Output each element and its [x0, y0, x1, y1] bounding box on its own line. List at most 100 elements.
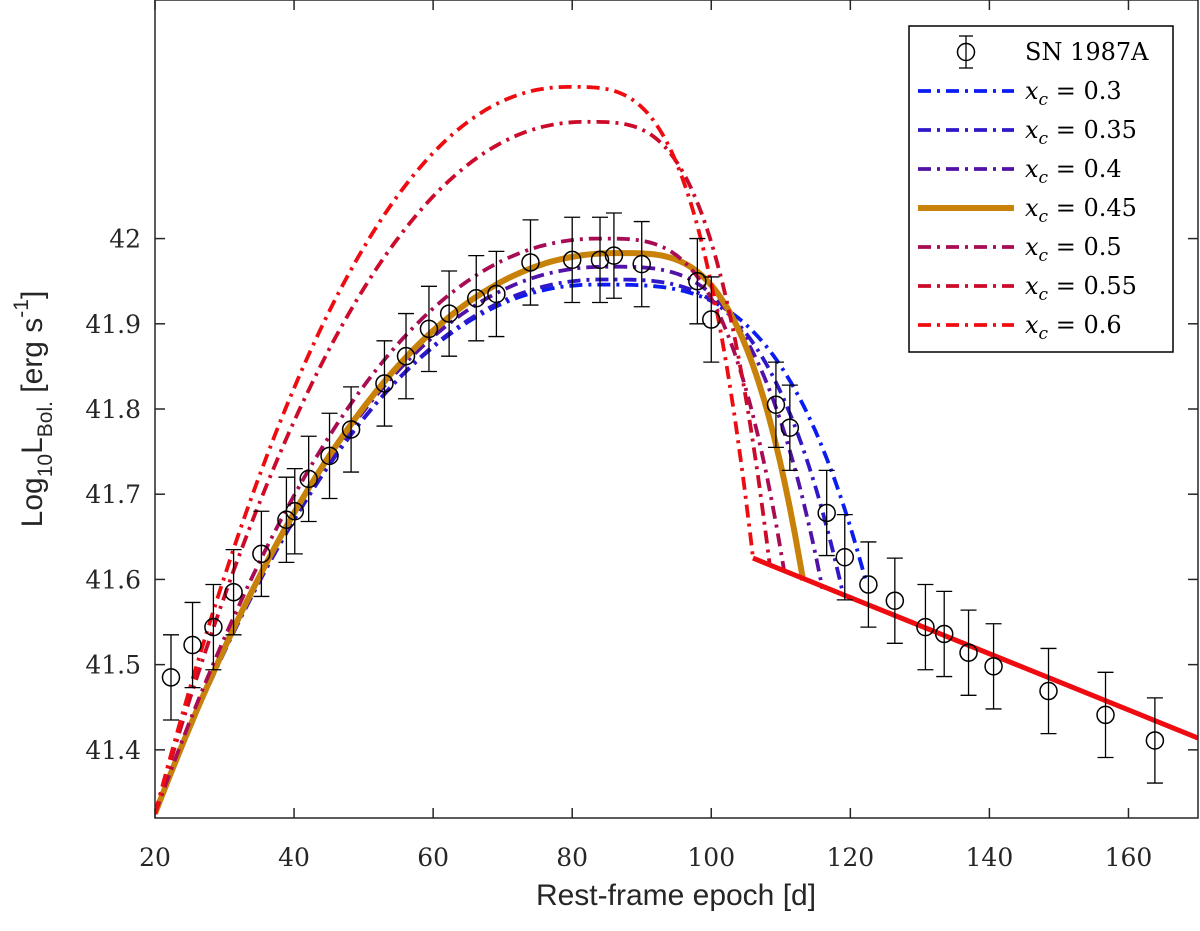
data-marker [604, 246, 624, 265]
x-tick-label: 140 [966, 843, 1014, 872]
observation-point [885, 557, 905, 644]
model-curve-7 [155, 85, 755, 815]
legend-entry-2: xc = 0.35 [918, 116, 1137, 149]
observation-point [375, 340, 394, 427]
legend-entry-1: xc = 0.3 [918, 77, 1122, 110]
legend-entry-6: xc = 0.55 [918, 272, 1137, 305]
y-tick-label: 41.6 [85, 565, 141, 594]
legend-label-data: SN 1987A [1025, 38, 1149, 66]
data-marker [590, 250, 610, 270]
observation-point [1096, 671, 1115, 759]
y-axis-title: Log10LBol. [erg s-1] [10, 291, 57, 528]
data-marker [487, 284, 506, 304]
x-tick-label: 20 [139, 843, 171, 872]
data-marker [1096, 705, 1115, 725]
legend-box [908, 25, 1174, 353]
observation-point [161, 634, 181, 721]
observation-point [780, 384, 800, 472]
observation-point [562, 216, 582, 304]
data-marker [817, 503, 836, 523]
legend-entry-3: xc = 0.4 [918, 155, 1122, 188]
legend: SN 1987A xc = 0.3 xc = 0.35 xc = 0.4 xc = 0.… [908, 25, 1174, 353]
data-marker [299, 469, 318, 489]
legend-entry-4: xc = 0.45 [918, 194, 1137, 227]
data-marker [688, 271, 707, 291]
model-curve-6 [155, 119, 772, 815]
data-marker [859, 575, 878, 594]
observation-point [439, 270, 459, 357]
data-marker [224, 582, 243, 602]
observation-point [341, 386, 361, 473]
x-tick-label: 80 [556, 843, 588, 872]
observation-point [1039, 647, 1058, 735]
observation-point [487, 250, 506, 338]
data-marker [375, 374, 394, 393]
x-tick-label: 160 [1105, 843, 1153, 872]
legend-label: xc = 0.45 [1025, 194, 1137, 227]
observation-point [934, 590, 954, 678]
observations [161, 212, 1165, 784]
observation-point [521, 219, 540, 306]
data-marker [959, 643, 978, 662]
data-marker [916, 617, 935, 637]
data-marker [766, 395, 786, 414]
model-curve-2 [155, 277, 846, 815]
observation-point [959, 609, 978, 696]
x-tick-label: 120 [826, 843, 874, 872]
data-marker [1145, 731, 1165, 750]
observation-point [604, 212, 624, 299]
data-marker [466, 288, 486, 308]
legend-marker [956, 42, 976, 62]
data-marker [1039, 681, 1058, 701]
data-marker [341, 420, 361, 439]
observation-point [183, 601, 202, 689]
legend-label: xc = 0.6 [1025, 311, 1122, 344]
legend-label: xc = 0.5 [1025, 233, 1122, 266]
x-axis-ticks: 20 40 60 80 100 120 140 160 [139, 0, 1152, 872]
observation-point [859, 541, 878, 628]
observation-point [766, 361, 786, 448]
observation-point [252, 510, 271, 598]
legend-entry-7: xc = 0.6 [918, 311, 1122, 344]
x-axis-title: Rest-frame epoch [d] [536, 879, 816, 912]
y-tick-label: 42 [109, 225, 141, 254]
observation-point [299, 435, 318, 523]
data-marker [885, 591, 905, 610]
observation-point [1145, 697, 1165, 784]
y-axis-ticks: 41.4 41.5 41.6 41.7 41.8 41.9 42 [85, 225, 1198, 765]
data-marker [183, 635, 202, 655]
legend-label: xc = 0.3 [1025, 77, 1122, 110]
data-marker [161, 668, 181, 687]
legend-label: xc = 0.55 [1025, 272, 1137, 305]
data-marker [521, 253, 540, 272]
y-tick-label: 41.8 [85, 395, 141, 424]
legend-entry-5: xc = 0.5 [918, 233, 1122, 266]
observation-point [835, 514, 855, 601]
observation-point [285, 467, 305, 555]
x-tick-label: 40 [278, 843, 310, 872]
observation-point [632, 220, 651, 308]
data-marker [439, 304, 459, 323]
observation-point [817, 469, 836, 557]
x-tick-label: 60 [417, 843, 449, 872]
x-tick-label: 100 [687, 843, 735, 872]
data-marker [632, 254, 651, 274]
legend-label: xc = 0.35 [1025, 116, 1137, 149]
y-tick-label: 41.5 [85, 651, 141, 680]
data-marker [320, 446, 339, 466]
data-marker [204, 617, 223, 637]
y-tick-label: 41.4 [85, 736, 141, 765]
data-marker [396, 346, 416, 366]
observation-point [396, 312, 416, 400]
data-marker [285, 502, 305, 521]
observation-point [224, 548, 243, 636]
y-tick-label: 41.7 [85, 480, 141, 509]
observation-point [702, 276, 721, 363]
data-marker [835, 548, 855, 567]
observation-point [204, 583, 223, 671]
data-marker [984, 657, 1003, 676]
observation-point [320, 412, 339, 500]
data-marker [252, 544, 271, 564]
data-marker [934, 624, 954, 644]
